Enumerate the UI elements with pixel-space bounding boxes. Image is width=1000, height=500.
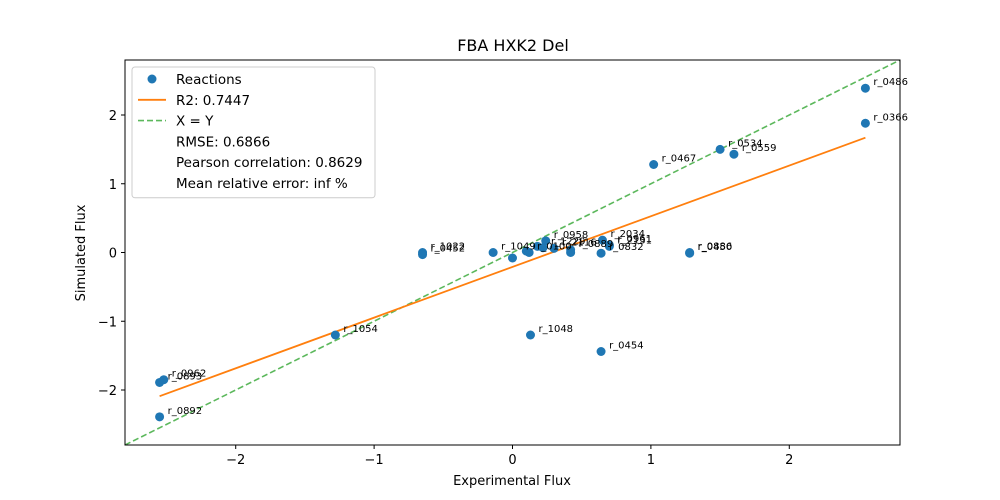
point-label: r_2116	[562, 237, 597, 248]
data-point	[488, 248, 498, 257]
point-label: r_0450	[698, 242, 733, 253]
point-label: r_2131	[617, 235, 652, 246]
point-label: r_0889	[579, 239, 614, 250]
point-label: r_1022	[431, 242, 466, 253]
legend-entry: X = Y	[176, 114, 214, 130]
point-label: r_0961	[617, 234, 652, 245]
data-point	[541, 236, 551, 246]
point-label: r_1054	[343, 324, 378, 335]
data-point	[596, 347, 606, 356]
data-point	[715, 144, 725, 154]
point-label: r_2034	[610, 229, 645, 240]
point-label: r_0886	[698, 242, 733, 253]
point-label: r_1229	[551, 237, 586, 248]
data-point	[532, 241, 542, 251]
data-point	[330, 330, 340, 340]
data-point	[525, 330, 535, 340]
x-tick-label: −2	[226, 453, 245, 468]
legend-entry: Mean relative error: inf %	[176, 176, 348, 192]
y-tick-label: 0	[109, 247, 117, 262]
x-axis-label: Experimental Flux	[453, 474, 571, 489]
legend-box	[131, 66, 376, 199]
point-label: r_0832	[609, 242, 644, 253]
data-point	[155, 412, 165, 422]
point-label: r_1049	[501, 242, 536, 253]
legend-entry: R2: 0.7447	[176, 93, 250, 109]
y-tick-label: 1	[109, 178, 117, 193]
data-point	[508, 253, 517, 263]
legend-entry: Pearson correlation: 0.8629	[176, 155, 362, 171]
data-point	[860, 83, 870, 93]
point-label: r_0100	[537, 242, 572, 253]
y-tick-label: −1	[98, 315, 117, 330]
point-label: r_1048	[538, 324, 573, 335]
point-label: r_0892	[168, 406, 203, 417]
point-label: r_0958	[554, 230, 589, 241]
data-point	[155, 377, 165, 387]
data-point	[597, 235, 607, 245]
point-label: r_0534	[728, 138, 763, 149]
data-point	[685, 248, 695, 257]
data-point	[521, 246, 531, 256]
identity-line	[125, 60, 900, 445]
data-point	[729, 149, 739, 159]
x-tick-label: 2	[785, 453, 793, 468]
data-point	[649, 160, 659, 169]
x-tick-label: 1	[647, 453, 655, 468]
x-tick-label: −1	[365, 453, 384, 468]
legend-entry: Reactions	[176, 72, 242, 88]
point-label: r_0486	[873, 77, 908, 88]
legend: Reactions R2: 0.7447 X = Y RMSE: 0.6866 Pear…	[131, 66, 376, 199]
data-point	[604, 241, 614, 251]
data-point	[418, 250, 428, 260]
point-label: r_0962	[172, 369, 207, 380]
regression-line	[159, 136, 866, 398]
data-point	[596, 248, 606, 258]
point-label: r_0559	[742, 143, 777, 154]
legend-marker	[147, 74, 157, 84]
y-axis-label: Simulated Flux	[74, 204, 89, 301]
point-label: r_0454	[609, 341, 644, 352]
data-point	[860, 118, 870, 128]
point-label: r_0893	[168, 371, 203, 382]
data-point	[566, 248, 576, 257]
x-tick-label: 0	[508, 453, 516, 468]
legend-entry: RMSE: 0.6866	[176, 134, 270, 150]
point-label: r_0452	[431, 244, 466, 255]
point-label: r_0366	[873, 112, 908, 123]
chart-title: FBA HXK2 Del	[457, 36, 569, 55]
y-tick-label: −2	[98, 384, 117, 399]
y-tick-label: 2	[109, 109, 117, 124]
point-label: r_0467	[662, 154, 697, 165]
data-point	[549, 243, 559, 253]
